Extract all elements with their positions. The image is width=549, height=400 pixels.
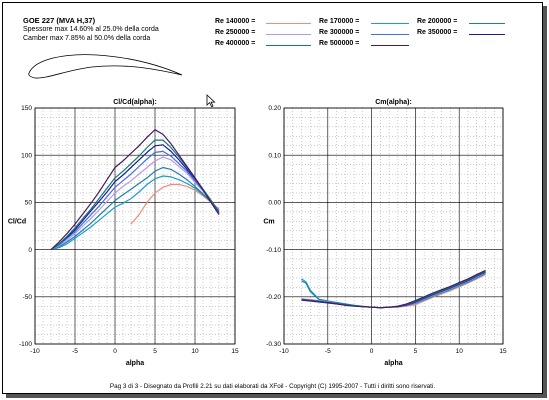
- legend-line-re500000: [371, 45, 409, 46]
- legend-label-re200000: Re 200000 =: [417, 18, 458, 25]
- series-line-re300000: [50, 150, 220, 251]
- y-axis-label: Cm: [263, 219, 274, 226]
- legend-line-re170000: [371, 23, 409, 24]
- series-line-re350000: [50, 144, 220, 251]
- cm-chart: -10 -5 0 5 10 15 -0.30 -0.20 -0.10 0.00 0.10 0.20 Cm…: [263, 99, 507, 367]
- legend-label-re350000: Re 350000 =: [417, 29, 458, 36]
- legend-line-re400000: [266, 45, 311, 46]
- legend-line-re200000: [469, 23, 505, 24]
- clcd-chart: -10 -5 0 5 10 15-100-50050100150Cl/Cd(alpha):…: [8, 99, 239, 367]
- x-tick-label: 5: [153, 348, 157, 355]
- series-line-re200000: [50, 166, 220, 251]
- y-tick-label: -0.20: [266, 294, 281, 301]
- chart-title: Cl/Cd(alpha):: [113, 99, 157, 106]
- y-tick-label: 0.00: [268, 200, 281, 207]
- y-tick-label: 150: [21, 105, 32, 112]
- y-tick-label: 50: [25, 200, 33, 207]
- page-footer: Pag 3 di 3 - Disegnato da Profili 2.21 s…: [109, 383, 436, 390]
- legend-line-re250000: [266, 34, 311, 35]
- plot-frame: [283, 107, 504, 345]
- chart-title: Cm(alpha):: [375, 99, 412, 106]
- x-tick-label: 0: [113, 348, 117, 355]
- legend-label-re300000: Re 300000 =: [319, 29, 360, 36]
- legend-line-re350000: [469, 34, 505, 35]
- mouse-pointer-icon: [206, 94, 216, 108]
- x-axis-label: alpha: [126, 360, 144, 367]
- y-axis-label: Cl/Cd: [8, 219, 26, 226]
- x-tick-label: 10: [456, 348, 464, 355]
- plot-frame: [34, 107, 236, 345]
- series-line-re140000: [389, 274, 486, 308]
- y-tick-label: -100: [19, 341, 32, 348]
- legend-label-re250000: Re 250000 =: [215, 29, 256, 36]
- y-tick-label: -50: [23, 294, 33, 301]
- y-tick-label: 0.20: [268, 105, 281, 112]
- x-tick-label: 15: [499, 348, 507, 355]
- airfoil-thickness: Spessore max 14.60% al 25.0% della corda: [23, 26, 159, 33]
- legend-label-re400000: Re 400000 =: [215, 40, 256, 47]
- report-page: GOE 227 (MVA H,37) Spessore max 14.60% a…: [2, 2, 543, 394]
- airfoil-camber: Camber max 7.85% al 50.0% della corda: [23, 35, 151, 42]
- plot-area: [35, 108, 235, 344]
- plot-area: [284, 108, 503, 344]
- legend-line-re140000: [266, 23, 311, 24]
- legend-label-re140000: Re 140000 =: [215, 18, 256, 25]
- x-tick-label: -10: [30, 348, 40, 355]
- y-tick-label: 100: [21, 152, 32, 159]
- series-line-re250000: [50, 156, 220, 251]
- airfoil-profile: [28, 54, 183, 79]
- series-line-re170000: [50, 175, 220, 251]
- x-tick-label: 0: [370, 348, 374, 355]
- x-tick-label: 10: [191, 348, 199, 355]
- legend-line-re300000: [371, 34, 409, 35]
- series-line-re500000: [50, 129, 220, 251]
- y-tick-label: -0.10: [266, 247, 281, 254]
- y-tick-label: -0.30: [266, 341, 281, 348]
- x-tick-label: -5: [325, 348, 331, 355]
- legend-label-re500000: Re 500000 =: [319, 40, 360, 47]
- x-tick-label: 5: [414, 348, 418, 355]
- legend-label-re170000: Re 170000 =: [319, 18, 360, 25]
- x-tick-label: -5: [72, 348, 78, 355]
- x-tick-label: -10: [279, 348, 289, 355]
- airfoil-title: GOE 227 (MVA H,37): [23, 16, 96, 25]
- x-tick-label: 15: [231, 348, 239, 355]
- series-line-re500000: [301, 269, 486, 309]
- series-line-re140000: [130, 183, 220, 225]
- y-tick-label: 0: [28, 247, 32, 254]
- y-tick-label: 0.10: [268, 152, 281, 159]
- airfoil-info: GOE 227 (MVA H,37) Spessore max 14.60% a…: [23, 16, 159, 43]
- x-axis-label: alpha: [384, 360, 402, 367]
